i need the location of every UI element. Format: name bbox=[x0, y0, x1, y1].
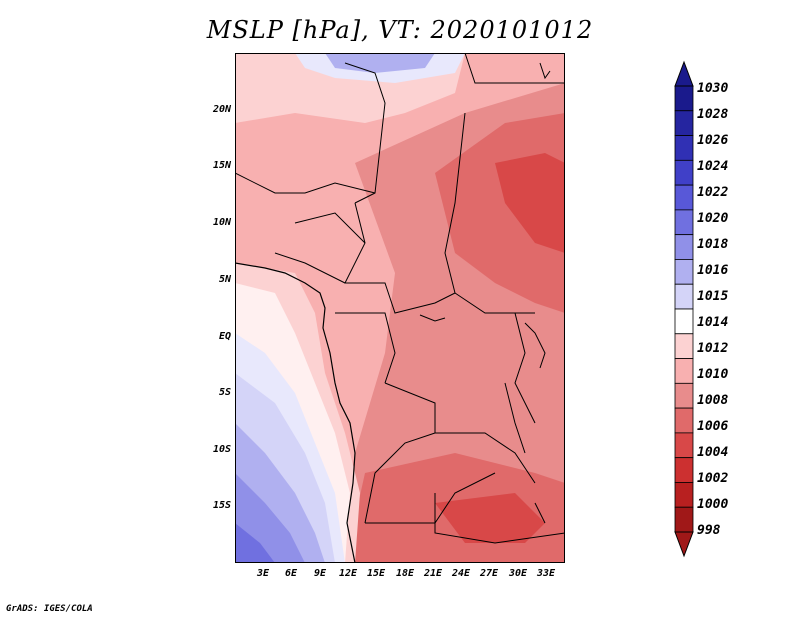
colorbar-cell bbox=[674, 234, 694, 260]
colorbar-label-998: 998 bbox=[697, 523, 721, 538]
lon-label-12e: 12E bbox=[338, 568, 358, 579]
colorbar-label-1026: 1026 bbox=[697, 133, 729, 148]
colorbar-cell bbox=[674, 482, 694, 508]
lon-label-30e: 30E bbox=[508, 568, 528, 579]
colorbar-label-1024: 1024 bbox=[697, 159, 729, 174]
colorbar-cell bbox=[674, 209, 694, 236]
grads-credit: GrADS: IGES/COLA bbox=[6, 604, 93, 614]
lon-label-27e: 27E bbox=[479, 568, 499, 579]
colorbar-label-1016: 1016 bbox=[697, 263, 729, 278]
colorbar-label-1015: 1015 bbox=[697, 289, 729, 304]
colorbar-label-1006: 1006 bbox=[697, 419, 729, 434]
lat-label-15s: 15S bbox=[212, 500, 231, 511]
south-low-core bbox=[435, 493, 545, 543]
colorbar-label-1018: 1018 bbox=[697, 237, 729, 252]
colorbar-cell bbox=[674, 184, 694, 211]
lon-label-21e: 21E bbox=[423, 568, 443, 579]
colorbar-label-1002: 1002 bbox=[697, 471, 729, 486]
colorbar-label-1028: 1028 bbox=[697, 107, 729, 122]
colorbar-cell bbox=[674, 407, 694, 434]
lat-label-eq: EQ bbox=[218, 331, 231, 342]
chart-title: MSLP [hPa], VT: 2020101012 bbox=[206, 16, 594, 44]
colorbar-cell bbox=[674, 283, 694, 310]
lon-label-18e: 18E bbox=[395, 568, 415, 579]
lat-label-10n: 10N bbox=[212, 217, 231, 228]
lat-label-20n: 20N bbox=[212, 104, 231, 115]
colorbar-cell bbox=[674, 259, 694, 285]
colorbar-label-1010: 1010 bbox=[697, 367, 729, 382]
country-borders bbox=[235, 53, 565, 544]
pressure-map bbox=[235, 53, 565, 563]
colorbar-cell bbox=[674, 358, 694, 384]
lon-label-3e: 3E bbox=[256, 568, 270, 579]
colorbar-cell bbox=[674, 110, 694, 136]
lon-label-15e: 15E bbox=[366, 568, 386, 579]
colorbar-label-1014: 1014 bbox=[697, 315, 729, 330]
colorbar-cell bbox=[674, 457, 694, 483]
north-blue-core bbox=[325, 53, 435, 73]
lat-label-15n: 15N bbox=[212, 160, 231, 171]
lakes bbox=[419, 314, 546, 524]
map-border bbox=[235, 53, 565, 563]
colorbar-cell bbox=[674, 333, 694, 359]
colorbar-label-1012: 1012 bbox=[697, 341, 729, 356]
ocean-high-5 bbox=[235, 523, 275, 563]
colorbar-cell bbox=[674, 506, 694, 533]
colorbar-bottom-arrow bbox=[674, 531, 694, 558]
colorbar-label-1020: 1020 bbox=[697, 211, 729, 226]
colorbar-cell bbox=[674, 135, 694, 161]
lon-label-9e: 9E bbox=[313, 568, 327, 579]
colorbar-label-1000: 1000 bbox=[697, 497, 729, 512]
colorbar-top-arrow bbox=[674, 60, 694, 87]
colorbar-cells bbox=[674, 85, 694, 533]
coastline bbox=[235, 262, 356, 563]
colorbar-cell bbox=[674, 308, 694, 335]
lat-label-5n: 5N bbox=[218, 274, 231, 285]
east-low-core bbox=[495, 153, 565, 253]
colorbar-label-1030: 1030 bbox=[697, 81, 729, 96]
colorbar-label-1004: 1004 bbox=[697, 445, 729, 460]
lon-label-33e: 33E bbox=[536, 568, 556, 579]
lon-label-24e: 24E bbox=[451, 568, 471, 579]
colorbar-cell bbox=[674, 85, 694, 112]
colorbar-label-1008: 1008 bbox=[697, 393, 729, 408]
colorbar-cell bbox=[674, 382, 694, 409]
lat-label-5s: 5S bbox=[218, 387, 231, 398]
colorbar-cell bbox=[674, 159, 694, 186]
colorbar-cell bbox=[674, 432, 694, 459]
lat-label-10s: 10S bbox=[212, 444, 231, 455]
colorbar bbox=[674, 60, 694, 558]
colorbar-label-1022: 1022 bbox=[697, 185, 729, 200]
lon-label-6e: 6E bbox=[284, 568, 298, 579]
